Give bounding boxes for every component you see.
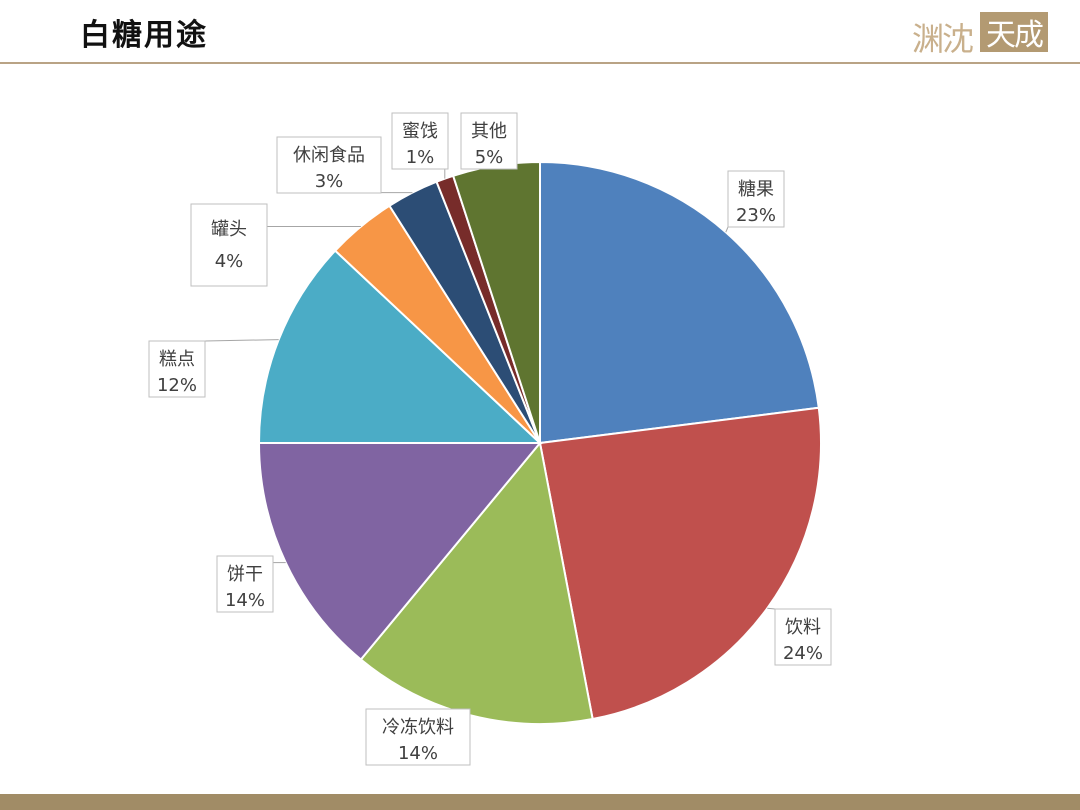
- data-label-name: 蜜饯: [402, 121, 438, 142]
- pie-slice-1: [539, 160, 820, 445]
- brand-logo: 渊沈 天成: [912, 12, 1052, 58]
- pie-slice-2: [538, 406, 822, 721]
- pie-slice-5: [257, 249, 543, 444]
- data-label-value: 14%: [398, 743, 438, 764]
- data-label-name: 休闲食品: [293, 145, 365, 166]
- pie-slices: [257, 160, 822, 725]
- data-label-name: 糖果: [738, 179, 774, 200]
- data-label-value: 4%: [215, 251, 244, 272]
- logo-text-right: 天成: [980, 12, 1048, 53]
- leader-line-5: [204, 339, 279, 342]
- leader-line-2: [767, 607, 776, 610]
- data-label-box-9: [460, 112, 518, 170]
- data-label-value: 24%: [783, 643, 823, 664]
- data-label-name: 饼干: [227, 564, 263, 585]
- pie-chart: 糖果 23% 饮料 24% 冷冻饮料 14% 饼干 14% 糕点 12% 罐头 4% 休闲食品 3% 蜜饯 1…: [148, 112, 832, 766]
- data-label-name: 饮料: [785, 617, 821, 638]
- leader-line-1: [725, 226, 729, 233]
- data-label-value: 23%: [736, 205, 776, 226]
- data-label-name: 糕点: [159, 349, 195, 370]
- data-label-value: 12%: [157, 375, 197, 396]
- data-label-name: 冷冻饮料: [382, 717, 454, 738]
- logo-text-left: 渊沈: [912, 20, 974, 58]
- data-label-box-6: [190, 203, 268, 287]
- data-label-box-4: [216, 555, 274, 613]
- data-label-box-2: [774, 608, 832, 666]
- data-label-value: 1%: [406, 147, 435, 168]
- page-title: 白糖用途: [80, 18, 208, 53]
- header-divider: [0, 62, 1080, 64]
- footer-bar: [0, 794, 1080, 810]
- data-label-value: 3%: [315, 171, 344, 192]
- leader-lines: [204, 169, 776, 716]
- data-label-box-1: [727, 170, 785, 228]
- data-label-box-5: [148, 340, 206, 398]
- data-labels: 糖果 23% 饮料 24% 冷冻饮料 14% 饼干 14% 糕点 12% 罐头 4% 休闲食品 3% 蜜饯 1…: [148, 112, 832, 766]
- data-label-value: 5%: [475, 147, 504, 168]
- data-label-name: 罐头: [211, 219, 247, 240]
- data-label-box-7: [276, 136, 382, 194]
- data-label-name: 其他: [471, 121, 507, 142]
- pie-slice-4: [257, 442, 543, 661]
- data-label-value: 14%: [225, 590, 265, 611]
- data-label-box-3: [365, 708, 471, 766]
- data-label-box-8: [391, 112, 449, 170]
